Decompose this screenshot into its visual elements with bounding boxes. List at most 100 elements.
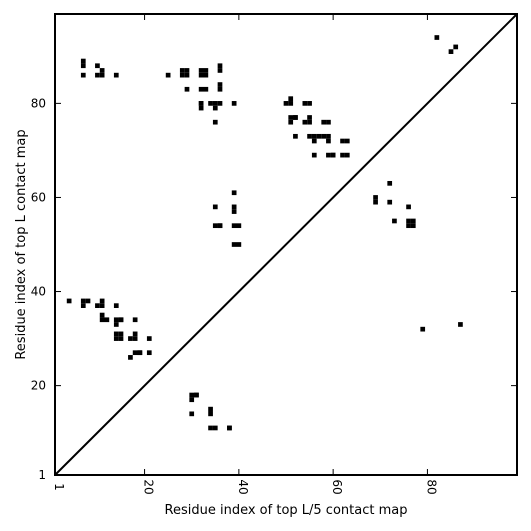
- contact-point: [231, 204, 237, 210]
- contact-point: [307, 115, 312, 120]
- contact-point: [128, 355, 133, 360]
- contact-point: [212, 119, 218, 125]
- contact-point: [307, 133, 312, 139]
- contact-point: [212, 204, 218, 210]
- contact-point: [208, 101, 213, 106]
- contact-point: [406, 218, 411, 224]
- contact-point: [95, 72, 100, 78]
- contact-point: [85, 298, 91, 304]
- contact-point: [288, 119, 294, 125]
- contact-point: [99, 312, 105, 318]
- contact-point: [113, 331, 119, 337]
- contact-point: [307, 101, 312, 106]
- contact-point: [326, 119, 331, 125]
- contact-point: [128, 336, 133, 341]
- x-tick-label: 20: [142, 479, 156, 494]
- contact-point: [208, 411, 213, 417]
- contact-point: [236, 242, 242, 247]
- contact-point: [311, 133, 317, 139]
- contact-point: [198, 105, 204, 111]
- contact-point: [212, 223, 218, 229]
- contact-point: [189, 397, 195, 403]
- contact-point: [113, 336, 119, 341]
- contact-point: [179, 68, 185, 73]
- contact-point: [406, 204, 411, 210]
- contact-point: [293, 115, 298, 120]
- contact-point: [453, 44, 459, 50]
- y-tick-label: 60: [31, 190, 46, 204]
- contact-point: [203, 68, 209, 73]
- contact-point: [344, 138, 350, 144]
- contact-point: [288, 96, 294, 102]
- contact-point: [283, 101, 289, 106]
- contact-point: [458, 322, 463, 327]
- contact-point: [203, 86, 209, 92]
- contact-point: [302, 119, 308, 125]
- contact-point: [99, 68, 105, 73]
- x-axis-label: Residue index of top L/5 contact map: [165, 503, 408, 518]
- contact-point: [132, 336, 138, 341]
- contact-point: [340, 138, 345, 144]
- diagonal-line: [54, 13, 518, 476]
- contact-point: [434, 35, 440, 40]
- contact-point: [113, 322, 119, 327]
- contact-point: [392, 218, 397, 224]
- contact-point: [326, 138, 331, 144]
- contact-point: [118, 331, 124, 337]
- contact-point: [113, 303, 119, 308]
- contact-point: [189, 392, 195, 398]
- contact-point: [198, 101, 204, 106]
- contact-point: [203, 72, 209, 78]
- contact-point: [217, 223, 223, 229]
- contact-point: [302, 101, 308, 106]
- contact-point: [373, 195, 378, 200]
- contact-point: [208, 425, 213, 431]
- contact-point: [66, 298, 72, 304]
- contact-point: [184, 68, 190, 73]
- contact-point: [288, 115, 294, 120]
- x-tick-label: 1: [52, 483, 66, 491]
- contact-point: [231, 190, 237, 196]
- contact-point: [165, 72, 171, 78]
- y-tick-label: 80: [31, 96, 46, 110]
- x-tick-label: 60: [330, 479, 344, 494]
- x-axis-ticks: 1 20 40 60 80: [52, 14, 438, 495]
- contact-point: [236, 223, 242, 229]
- contact-point: [387, 180, 393, 186]
- contact-point: [95, 63, 100, 69]
- contact-points: [66, 35, 463, 431]
- contact-point: [132, 350, 138, 356]
- y-tick-label: 1: [38, 468, 46, 482]
- contact-point: [410, 218, 416, 224]
- contact-point: [99, 303, 105, 308]
- y-axis-ticks: 1 20 40 60 80: [31, 96, 517, 482]
- contact-point: [321, 133, 327, 139]
- contact-point: [311, 152, 317, 158]
- contact-point: [387, 199, 393, 205]
- contact-point: [132, 331, 138, 337]
- y-tick-label: 20: [31, 379, 46, 393]
- contact-point: [340, 152, 345, 158]
- contact-point: [217, 82, 223, 87]
- contact-point: [288, 101, 294, 106]
- contact-point: [118, 317, 124, 323]
- contact-point: [217, 68, 223, 73]
- contact-point: [137, 350, 143, 356]
- y-tick-label: 40: [31, 285, 46, 299]
- contact-point: [231, 209, 237, 214]
- contact-point: [410, 223, 416, 229]
- contact-point: [217, 63, 223, 69]
- contact-point: [212, 101, 218, 106]
- contact-point: [113, 317, 119, 323]
- contact-point: [80, 58, 86, 64]
- contact-point: [208, 406, 213, 412]
- contact-point: [184, 86, 190, 92]
- contact-point: [80, 298, 86, 304]
- contact-point: [198, 72, 204, 78]
- contact-point: [330, 152, 336, 158]
- contact-point: [321, 119, 327, 125]
- contact-point: [448, 49, 454, 54]
- x-tick-label: 40: [236, 479, 250, 494]
- contact-point: [146, 336, 152, 341]
- contact-point: [311, 138, 317, 144]
